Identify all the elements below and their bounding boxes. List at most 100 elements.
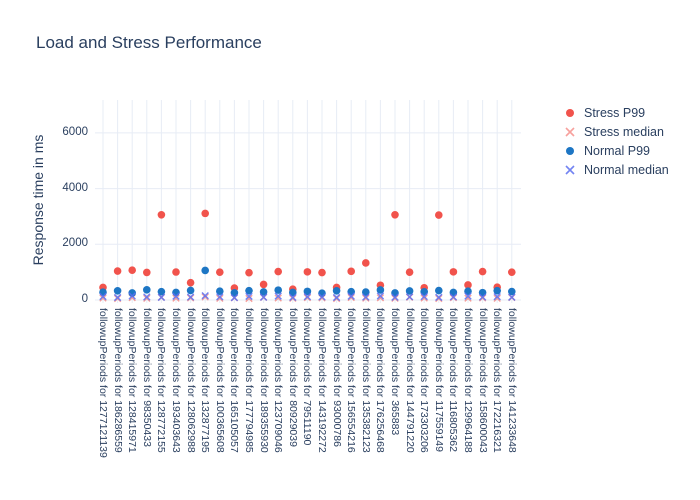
scatter-point[interactable]	[143, 294, 151, 303]
legend-item-stress-median[interactable]: Stress median	[563, 122, 669, 141]
scatter-point[interactable]	[347, 267, 355, 276]
scatter-point[interactable]	[143, 293, 151, 301]
scatter-point[interactable]	[216, 268, 224, 276]
scatter-point[interactable]	[464, 287, 472, 296]
scatter-point[interactable]	[376, 294, 385, 302]
scatter-point[interactable]	[216, 293, 224, 301]
legend-item-normal-p99[interactable]: Normal P99	[563, 141, 669, 160]
scatter-point[interactable]	[259, 293, 268, 301]
scatter-point[interactable]	[405, 293, 414, 301]
scatter-point[interactable]	[157, 287, 166, 296]
scatter-point[interactable]	[303, 292, 312, 301]
scatter-point[interactable]	[303, 287, 312, 296]
scatter-point[interactable]	[289, 293, 297, 302]
scatter-point[interactable]	[128, 266, 136, 275]
scatter-point[interactable]	[216, 294, 224, 303]
scatter-point[interactable]	[99, 294, 107, 302]
scatter-point[interactable]	[405, 268, 414, 276]
scatter-point[interactable]	[318, 268, 326, 277]
scatter-point[interactable]	[157, 293, 166, 302]
scatter-point[interactable]	[508, 293, 516, 301]
scatter-point[interactable]	[420, 292, 428, 301]
scatter-point[interactable]	[113, 287, 122, 295]
scatter-point[interactable]	[493, 286, 502, 295]
scatter-point[interactable]	[201, 266, 209, 275]
scatter-point[interactable]	[318, 289, 326, 297]
scatter-point[interactable]	[245, 292, 253, 301]
scatter-point[interactable]	[318, 293, 326, 301]
scatter-point[interactable]	[172, 288, 180, 297]
x-tick-label: followupPeriods for 100365608	[213, 308, 226, 453]
scatter-point[interactable]	[245, 286, 253, 295]
scatter-point[interactable]	[376, 286, 385, 294]
scatter-point[interactable]	[201, 209, 209, 218]
scatter-point[interactable]	[435, 211, 443, 219]
scatter-point[interactable]	[201, 293, 209, 301]
scatter-point[interactable]	[172, 294, 180, 302]
scatter-point[interactable]	[289, 288, 297, 297]
scatter-point[interactable]	[362, 288, 370, 296]
scatter-point[interactable]	[186, 286, 195, 295]
scatter-point[interactable]	[99, 292, 107, 301]
scatter-point[interactable]	[376, 292, 385, 300]
scatter-point[interactable]	[493, 292, 501, 301]
scatter-point[interactable]	[186, 293, 195, 301]
scatter-point[interactable]	[405, 287, 414, 295]
scatter-point[interactable]	[347, 293, 355, 302]
scatter-point[interactable]	[478, 267, 487, 276]
scatter-point[interactable]	[157, 210, 166, 219]
scatter-point[interactable]	[332, 293, 341, 302]
scatter-point[interactable]	[464, 294, 472, 302]
legend-item-normal-median[interactable]: Normal median	[563, 160, 669, 179]
scatter-point[interactable]	[259, 288, 268, 296]
scatter-point[interactable]	[391, 294, 399, 303]
scatter-point[interactable]	[128, 292, 136, 300]
scatter-point[interactable]	[332, 287, 341, 295]
scatter-point[interactable]	[435, 293, 443, 302]
scatter-point[interactable]	[420, 294, 428, 302]
scatter-point[interactable]	[391, 210, 399, 219]
scatter-point[interactable]	[172, 292, 180, 300]
scatter-point[interactable]	[347, 292, 355, 300]
scatter-point[interactable]	[435, 286, 443, 295]
scatter-point[interactable]	[362, 293, 370, 301]
scatter-point[interactable]	[449, 268, 458, 276]
y-tick-label: 6000	[62, 125, 88, 138]
scatter-point[interactable]	[464, 281, 472, 289]
scatter-point[interactable]	[362, 294, 370, 302]
scatter-point[interactable]	[172, 268, 180, 276]
scatter-point[interactable]	[216, 287, 224, 296]
legend-label: Normal median	[584, 162, 669, 177]
scatter-point[interactable]	[449, 293, 458, 301]
scatter-point[interactable]	[245, 294, 253, 303]
scatter-point[interactable]	[303, 268, 312, 276]
scatter-point[interactable]	[245, 268, 253, 277]
scatter-point[interactable]	[230, 288, 239, 297]
scatter-point[interactable]	[113, 267, 122, 275]
scatter-point[interactable]	[230, 293, 239, 302]
scatter-point[interactable]	[478, 293, 487, 301]
legend-label: Stress median	[584, 124, 664, 139]
scatter-point[interactable]	[186, 278, 195, 287]
scatter-point[interactable]	[201, 291, 209, 300]
scatter-point[interactable]	[259, 280, 268, 289]
scatter-point[interactable]	[508, 287, 516, 296]
scatter-point[interactable]	[143, 286, 151, 294]
x-tick-label: followupPeriods for 189355930	[257, 308, 270, 453]
x-tick-label: followupPeriods for 177794985	[243, 308, 255, 453]
scatter-point[interactable]	[493, 294, 501, 303]
scatter-point[interactable]	[274, 286, 282, 294]
scatter-point[interactable]	[391, 293, 399, 301]
scatter-point[interactable]	[435, 294, 443, 303]
scatter-point[interactable]	[113, 293, 122, 302]
scatter-point[interactable]	[274, 267, 282, 276]
scatter-point[interactable]	[464, 292, 472, 300]
scatter-point[interactable]	[274, 294, 282, 302]
x-tick-label: followupPeriods for 144791220	[403, 308, 416, 453]
scatter-point[interactable]	[362, 259, 370, 267]
legend-item-stress-p99[interactable]: Stress P99	[563, 103, 669, 122]
series-normal-median	[99, 291, 516, 302]
scatter-point[interactable]	[274, 292, 282, 300]
scatter-point[interactable]	[143, 268, 151, 277]
scatter-point[interactable]	[508, 268, 516, 276]
